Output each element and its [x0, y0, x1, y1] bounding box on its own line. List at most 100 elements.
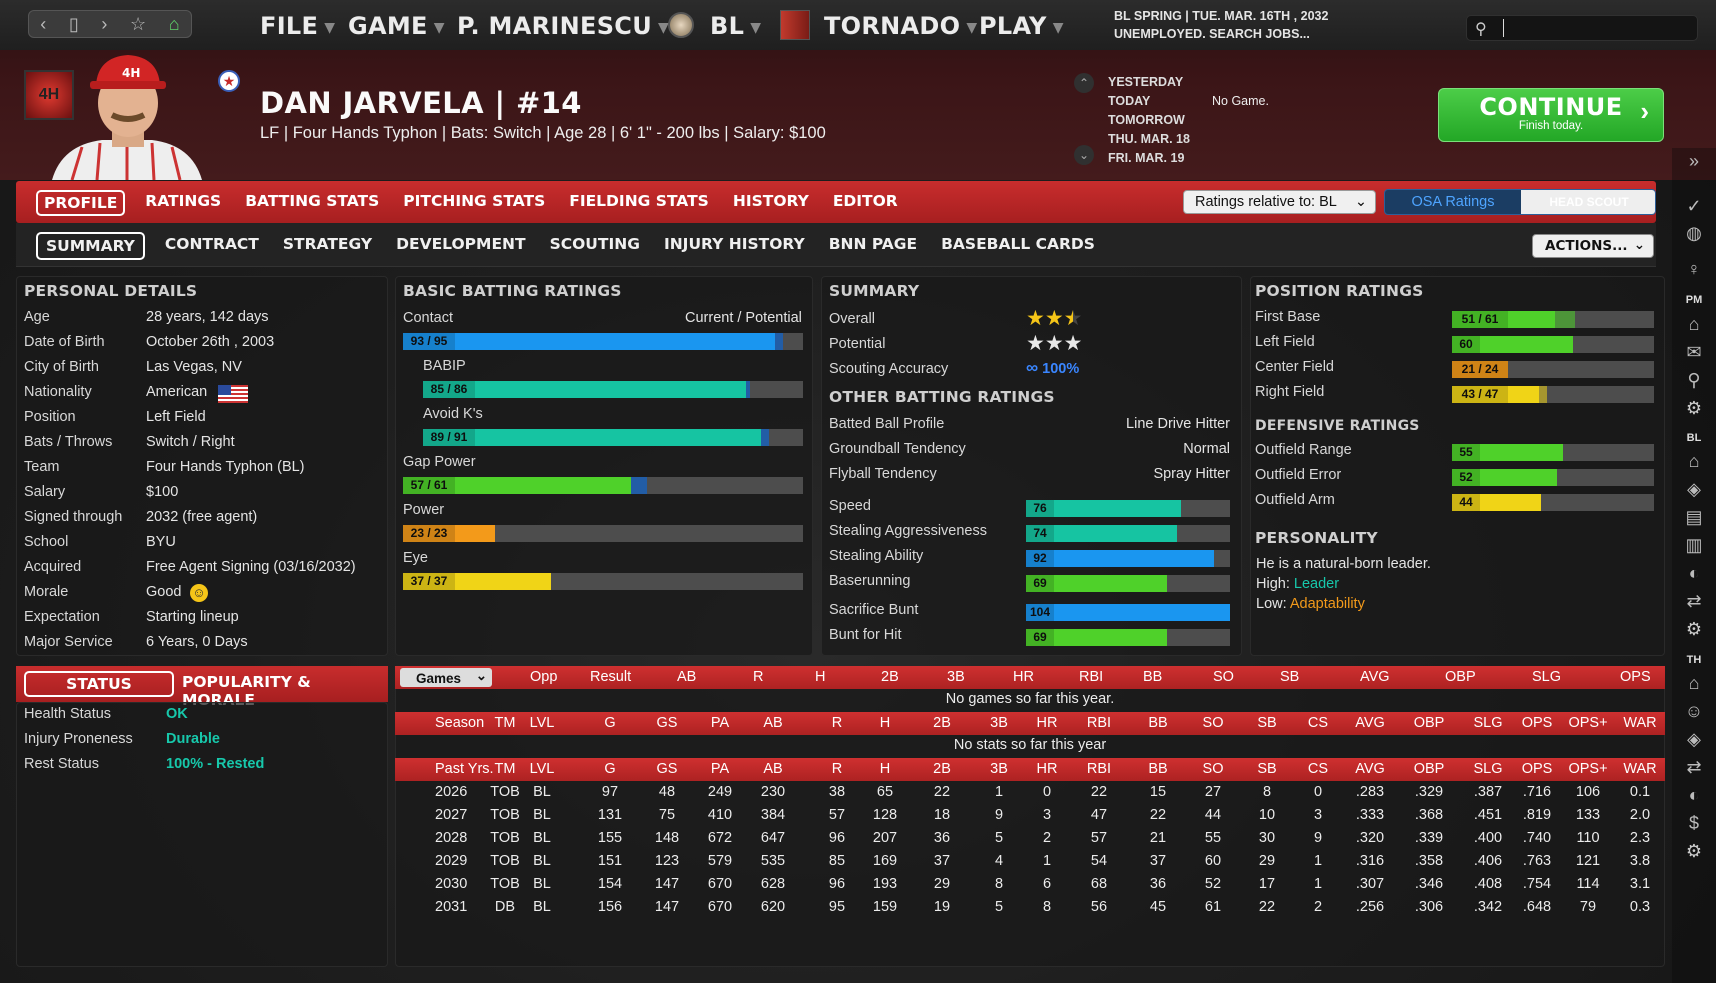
- games-dropdown[interactable]: Games ⌄: [400, 668, 492, 687]
- schedule-up-icon[interactable]: ⌃: [1074, 73, 1094, 93]
- column-header[interactable]: RBI: [1086, 715, 1112, 731]
- column-header[interactable]: SLG: [1473, 761, 1503, 777]
- column-header[interactable]: LVL: [529, 715, 555, 731]
- column-header[interactable]: OPS: [1521, 715, 1553, 731]
- tab-injury-history[interactable]: INJURY HISTORY: [663, 235, 805, 253]
- column-header[interactable]: SO: [1202, 761, 1224, 777]
- column-header[interactable]: PA: [710, 761, 730, 777]
- date-info[interactable]: BL SPRING | TUE. MAR. 16TH , 2032 UNEMPL…: [1114, 7, 1328, 43]
- tab-baseball-cards[interactable]: BASEBALL CARDS: [941, 235, 1095, 253]
- tab-strategy[interactable]: STRATEGY: [282, 235, 373, 253]
- tab-contract[interactable]: CONTRACT: [164, 235, 259, 253]
- column-header[interactable]: SB: [1257, 761, 1277, 777]
- column-header[interactable]: 2B: [933, 761, 951, 777]
- tab-batting-stats[interactable]: BATTING STATS: [245, 192, 380, 210]
- column-header[interactable]: HR: [1036, 761, 1058, 777]
- schedule-day[interactable]: TOMORROW: [1108, 113, 1185, 127]
- tab-ratings[interactable]: RATINGS: [145, 192, 222, 210]
- schedule-day[interactable]: THU. MAR. 18: [1108, 132, 1190, 146]
- column-header[interactable]: BB: [1143, 669, 1163, 685]
- menu-file[interactable]: FILE ▼: [260, 12, 336, 40]
- menu-game[interactable]: GAME ▼: [348, 12, 445, 40]
- tab-history[interactable]: HISTORY: [732, 192, 809, 210]
- column-header[interactable]: 2B: [933, 715, 951, 731]
- gear-icon[interactable]: ⚙: [1685, 841, 1703, 861]
- column-header[interactable]: HR: [1013, 669, 1034, 685]
- column-header[interactable]: R: [753, 669, 764, 685]
- dollar-icon[interactable]: $: [1688, 813, 1699, 833]
- column-header[interactable]: WAR: [1623, 761, 1657, 777]
- column-header[interactable]: Opp: [530, 669, 558, 685]
- tab-pitching-stats[interactable]: PITCHING STATS: [403, 192, 546, 210]
- table-row[interactable]: 2031 DB BL 156 147 670 620 95 159 19 5 8 56 45 61 22 2.2…: [395, 896, 1665, 919]
- column-header[interactable]: AVG: [1360, 669, 1390, 685]
- column-header[interactable]: BB: [1148, 761, 1168, 777]
- table-row[interactable]: 2028 TOB BL 155 148 672 647 96 207 36 5 2 57 21 55 30 9.…: [395, 827, 1665, 850]
- tab-fielding-stats[interactable]: FIELDING STATS: [569, 192, 709, 210]
- check-icon[interactable]: ✓: [1686, 196, 1702, 216]
- back-icon[interactable]: ‹: [40, 13, 47, 34]
- tab-editor[interactable]: EDITOR: [832, 192, 898, 210]
- table-row[interactable]: 2027 TOB BL 131 75 410 384 57 128 18 9 3 47 22 44 10 3 .3…: [395, 804, 1665, 827]
- home-icon[interactable]: ⌂: [168, 13, 180, 34]
- forward-icon[interactable]: ›: [101, 13, 108, 34]
- column-header[interactable]: Past Yrs.: [435, 761, 494, 777]
- ratings-relative-select[interactable]: Ratings relative to: BL ⌄: [1183, 190, 1376, 214]
- osa-ratings-option[interactable]: OSA Ratings: [1411, 194, 1495, 210]
- column-header[interactable]: OBP: [1445, 669, 1476, 685]
- column-header[interactable]: TM: [494, 715, 516, 731]
- tab-profile[interactable]: PROFILE: [36, 190, 126, 216]
- shield-icon[interactable]: ◈: [1687, 479, 1701, 499]
- schedule-day[interactable]: FRI. MAR. 19: [1108, 151, 1185, 165]
- column-header[interactable]: PA: [710, 715, 730, 731]
- column-header[interactable]: OPS: [1521, 761, 1553, 777]
- column-header[interactable]: RBI: [1079, 669, 1104, 685]
- table-row[interactable]: 2029 TOB BL 151 123 579 535 85 169 37 4 1 54 37 60 29 1.…: [395, 850, 1665, 873]
- head-scout-option[interactable]: HEAD SCOUT: [1521, 190, 1655, 214]
- column-header[interactable]: AVG: [1355, 761, 1385, 777]
- mail-icon[interactable]: ✉: [1686, 342, 1702, 362]
- menu-team[interactable]: TORNADO ▼: [824, 12, 978, 40]
- schedule-down-icon[interactable]: ⌄: [1074, 145, 1094, 165]
- column-header[interactable]: SB: [1280, 669, 1300, 685]
- menu-manager[interactable]: P. MARINESCU ▼: [457, 12, 670, 40]
- column-header[interactable]: OPS+: [1568, 715, 1608, 731]
- column-header[interactable]: Season: [435, 715, 485, 731]
- shield-icon[interactable]: ◈: [1687, 729, 1701, 749]
- transfer-icon[interactable]: ⇄: [1686, 757, 1702, 777]
- home-icon[interactable]: ⌂: [1688, 451, 1700, 471]
- globe-icon[interactable]: ◍: [1686, 223, 1702, 243]
- column-header[interactable]: 2B: [881, 669, 899, 685]
- column-header[interactable]: OPS+: [1568, 761, 1608, 777]
- tab-bnn-page[interactable]: BNN PAGE: [828, 235, 918, 253]
- column-header[interactable]: SLG: [1532, 669, 1562, 685]
- news-icon[interactable]: ▤: [1685, 507, 1703, 527]
- table-row[interactable]: 2030 TOB BL 154 147 670 628 96 193 29 8 6 68 36 52 17 1.…: [395, 873, 1665, 896]
- gear-icon[interactable]: ⚙: [1685, 619, 1703, 639]
- transfer-icon[interactable]: ⇄: [1686, 591, 1702, 611]
- column-header[interactable]: GS: [656, 715, 678, 731]
- column-header[interactable]: R: [831, 715, 843, 731]
- tab-development[interactable]: DEVELOPMENT: [396, 235, 526, 253]
- column-header[interactable]: SLG: [1473, 715, 1503, 731]
- users-icon[interactable]: ☺: [1684, 701, 1704, 721]
- column-header[interactable]: OBP: [1413, 715, 1445, 731]
- column-header[interactable]: HR: [1036, 715, 1058, 731]
- tab-scouting[interactable]: SCOUTING: [549, 235, 640, 253]
- gear-icon[interactable]: ⚙: [1685, 398, 1703, 418]
- column-header[interactable]: AVG: [1355, 715, 1385, 731]
- schedule-day[interactable]: TODAY: [1108, 94, 1151, 108]
- column-header[interactable]: SO: [1202, 715, 1224, 731]
- star-icon[interactable]: ☆: [130, 13, 147, 34]
- column-header[interactable]: H: [815, 669, 826, 685]
- home-icon[interactable]: ⌂: [1688, 673, 1700, 693]
- menu-play[interactable]: PLAY ▼: [979, 12, 1064, 40]
- search-input[interactable]: ⚲: [1466, 15, 1698, 41]
- column-header[interactable]: H: [879, 715, 891, 731]
- actions-dropdown[interactable]: ACTIONS... ⌄: [1532, 234, 1654, 258]
- home-icon[interactable]: ⌂: [1688, 314, 1700, 334]
- tab-status[interactable]: STATUS: [24, 671, 174, 697]
- baseball-icon[interactable]: ◐: [1688, 563, 1700, 583]
- column-header[interactable]: TM: [494, 761, 516, 777]
- column-header[interactable]: RBI: [1086, 761, 1112, 777]
